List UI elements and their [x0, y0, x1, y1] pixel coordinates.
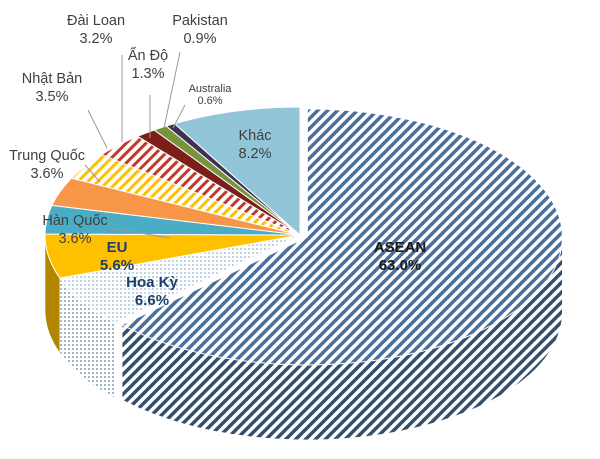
slice-name-asean: ASEAN [374, 239, 427, 256]
slice-name-eu: EU [107, 239, 128, 256]
slice-name-ấn-độ: Ấn Độ [128, 47, 168, 64]
slice-name-hoa-kỳ: Hoa Kỳ [126, 274, 178, 291]
slice-value-nhật-bản: 3.5% [35, 89, 68, 105]
leader-trung-quốc [84, 164, 101, 183]
slice-value-eu: 5.6% [100, 257, 134, 274]
slice-khác [173, 106, 301, 237]
slice-value-pakistan: 0.9% [183, 31, 216, 47]
slice-name-trung-quốc: Trung Quốc [9, 148, 85, 164]
slice-name-hàn-quốc: Hàn Quốc [42, 213, 107, 229]
slice-value-hàn-quốc: 3.6% [58, 231, 91, 247]
slice-name-khác: Khác [238, 128, 271, 144]
slice-value-ấn-độ: 1.3% [131, 66, 164, 82]
pie-slices [44, 106, 563, 441]
slice-asean [121, 108, 563, 366]
slice-value-đài-loan: 3.2% [79, 31, 112, 47]
leader-hàn-quốc [109, 227, 171, 239]
slice-value-hoa-kỳ: 6.6% [135, 292, 169, 309]
slice-name-australia: Australia [189, 83, 233, 95]
slice-value-trung-quốc: 3.6% [30, 166, 63, 182]
slice-value-asean: 63.0% [379, 257, 422, 274]
slice-name-đài-loan: Đài Loan [67, 13, 125, 29]
slice-value-khác: 8.2% [238, 146, 271, 162]
leader-lines [84, 51, 186, 239]
slice-name-pakistan: Pakistan [172, 13, 228, 29]
leader-australia [172, 104, 186, 129]
leader-pakistan [163, 51, 181, 129]
leader-nhật-bản [87, 109, 108, 149]
slice-value-australia: 0.6% [197, 95, 222, 107]
slice-name-nhật-bản: Nhật Bản [22, 71, 82, 87]
